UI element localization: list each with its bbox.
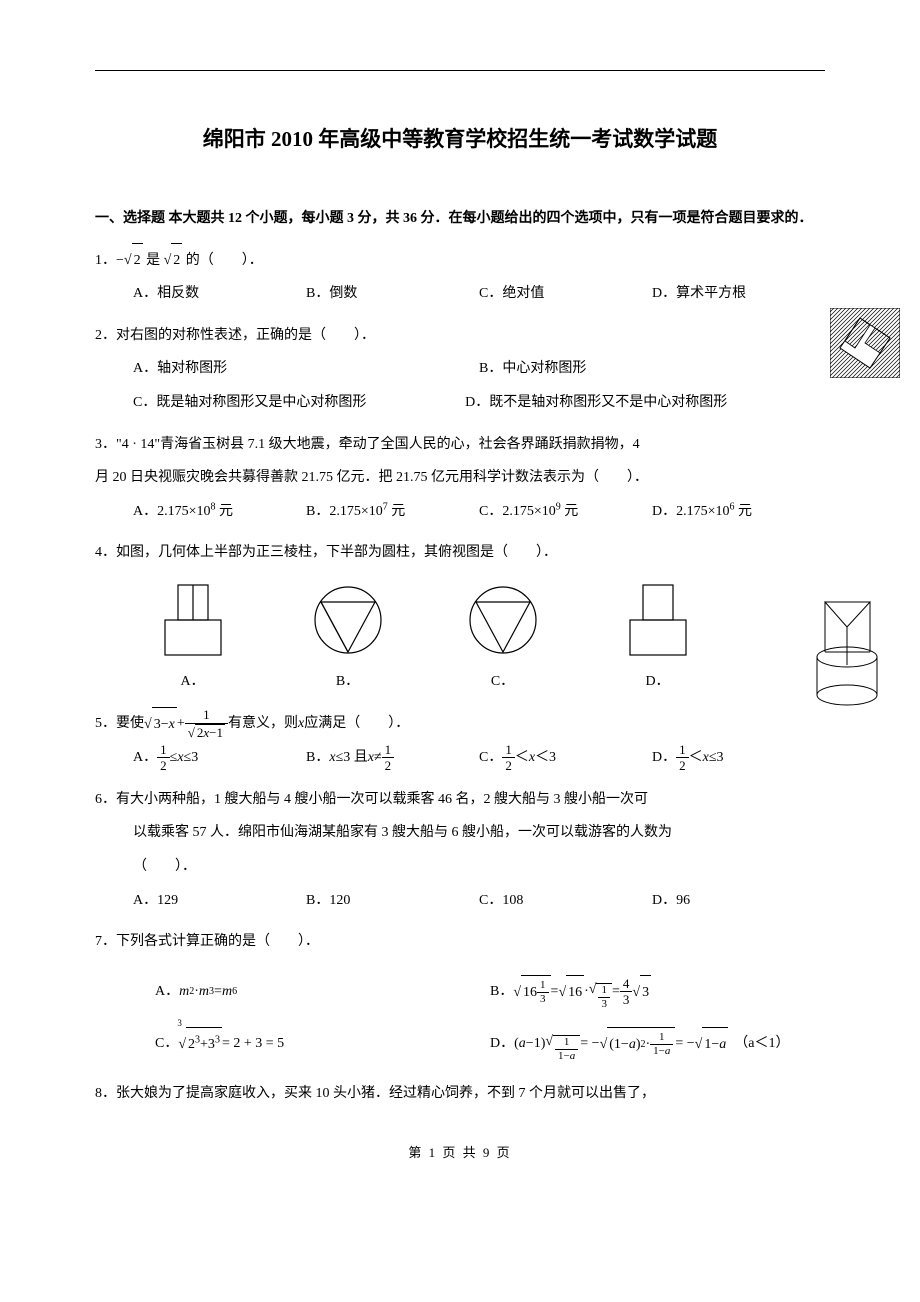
q6-optB: B．120 [306,884,479,918]
q5-optA: A． 12 ≤x≤3 [133,741,306,775]
q7-optB-label: B． [490,975,513,1009]
q4-figures: A． B． C． D． [115,580,735,699]
q4-labelC: C． [463,665,543,699]
q4-labelA: A． [153,665,233,699]
q5-optB: B． x≤3 且 x≠ 12 [306,741,479,775]
q6-line2: 以载乘客 57 人．绵阳市仙海湖某船家有 3 艘大船与 6 艘小船，一次可以载游… [95,816,825,850]
q5-optD-label: D． [652,741,676,775]
q1-optB: B．倒数 [306,277,479,311]
q7-optA-label: A． [155,975,179,1009]
q4-figD: D． [618,580,698,699]
q4-figA: A． [153,580,233,699]
q7-optA: A． m2 · m3 = m6 [155,973,490,1011]
q7-row1: A． m2 · m3 = m6 B． 1613 = 16 · 13 = 43 3 [95,973,825,1011]
q1-mid: 是 [143,253,164,268]
question-3: 3．"4 · 14"青海省玉树县 7.1 级大地震，牵动了全国人民的心，社会各界… [95,428,825,529]
q2-optB: B．中心对称图形 [479,352,825,386]
q1-text: 1．−2 是 2 的（ ）． [95,253,263,268]
q3-optA: A．2.175×108 元 [133,495,306,529]
q5-optA-label: A． [133,741,157,775]
q6-optC: C．108 [479,884,652,918]
q6-optA: A．129 [133,884,306,918]
q5-optC-label: C． [479,741,502,775]
q7-optB: B． 1613 = 16 · 13 = 43 3 [490,973,825,1011]
q2-figure [830,308,900,378]
q3-optC-suf: 元 [561,504,579,519]
q3-optC: C．2.175×109 元 [479,495,652,529]
q6-optD: D．96 [652,884,825,918]
q3-optC-pre: C．2.175×10 [479,504,556,519]
q3-optB-suf: 元 [388,504,406,519]
q7-row2: C． 323+33 = 2 + 3 = 5 D． (a−1) 11−a = − … [95,1025,825,1063]
q5-optD: D． 12 ＜x≤3 [652,741,825,775]
question-4: 4．如图，几何体上半部为正三棱柱，下半部为圆柱，其俯视图是（ ）． A． B． [95,536,825,698]
q1-suffix: 的（ ）． [182,253,263,268]
question-5: 5．要使 3−x + 1 2x−1 有意义，则 x 应满足（ ）． A． 12 … [95,707,825,775]
q2-optC: C．既是轴对称图形又是中心对称图形 [133,386,465,420]
q4-figB: B． [308,580,388,699]
section-header: 一、选择题 本大题共 12 个小题，每小题 3 分，共 36 分．在每小题给出的… [95,204,825,235]
q3-optD: D．2.175×106 元 [652,495,825,529]
q5-mid: 有意义，则 [228,707,298,741]
q3-optD-pre: D．2.175×10 [652,504,730,519]
q3-optB-pre: B．2.175×10 [306,504,383,519]
question-7: 7．下列各式计算正确的是（ ）． A． m2 · m3 = m6 B． 1613… [95,925,825,1063]
q5-suffix: 应满足（ ）． [304,707,409,741]
q4-labelD: D． [618,665,698,699]
q6-line1: 6．有大小两种船，1 艘大船与 4 艘小船一次可以载乘客 46 名，2 艘大船与… [95,783,825,817]
q3-line2: 月 20 日央视赈灾晚会共募得善款 21.75 亿元．把 21.75 亿元用科学… [95,461,825,495]
q7-text: 7．下列各式计算正确的是（ ）． [95,925,825,959]
q7-optC-label: C． [155,1027,178,1061]
q7-optD-suffix: （a＜1） [734,1027,789,1061]
q3-optB: B．2.175×107 元 [306,495,479,529]
page-footer: 第 1 页 共 9 页 [95,1141,825,1164]
q8-text: 8．张大娘为了提高家庭收入，买来 10 头小猪．经过精心饲养，不到 7 个月就可… [95,1077,825,1111]
q3-optA-pre: A．2.175×10 [133,504,211,519]
q4-text: 4．如图，几何体上半部为正三棱柱，下半部为圆柱，其俯视图是（ ）． [95,536,825,570]
question-1: 1．−2 是 2 的（ ）． A．相反数 B．倒数 C．绝对值 D．算术平方根 [95,243,825,311]
q1-sqrt1: 2 [132,243,143,278]
q3-line1: 3．"4 · 14"青海省玉树县 7.1 级大地震，牵动了全国人民的心，社会各界… [95,428,825,462]
q1-prefix: 1．− [95,253,124,268]
page-title: 绵阳市 2010 年高级中等教育学校招生统一考试数学试题 [95,121,825,159]
question-6: 6．有大小两种船，1 艘大船与 4 艘小船一次可以载乘客 46 名，2 艘大船与… [95,783,825,917]
q6-options: A．129 B．120 C．108 D．96 [95,884,825,918]
q7-optD-label: D． [490,1027,514,1061]
q1-options: A．相反数 B．倒数 C．绝对值 D．算术平方根 [95,277,825,311]
q2-options-row2: C．既是轴对称图形又是中心对称图形 D．既不是轴对称图形又不是中心对称图形 [95,386,825,420]
q2-optD: D．既不是轴对称图形又不是中心对称图形 [465,386,727,420]
q1-sqrt2: 2 [171,243,182,278]
q4-3d-figure [805,597,890,707]
question-2: 2．对右图的对称性表述，正确的是（ ）． A．轴对称图形 B．中心对称图形 C．… [95,319,825,420]
q7-optD: D． (a−1) 11−a = − (1−a)2 · 11−a = − 1−a … [490,1025,825,1063]
q6-line3: （ ）． [95,850,825,884]
q5-prefix: 5．要使 [95,707,144,741]
q1-optC: C．绝对值 [479,277,652,311]
question-8: 8．张大娘为了提高家庭收入，买来 10 头小猪．经过精心饲养，不到 7 个月就可… [95,1077,825,1111]
q3-optD-suf: 元 [735,504,753,519]
q5-options: A． 12 ≤x≤3 B． x≤3 且 x≠ 12 C． 12 ＜x＜3 D． … [95,741,825,775]
q2-optA: A．轴对称图形 [133,352,479,386]
q5-text: 5．要使 3−x + 1 2x−1 有意义，则 x 应满足（ ）． [95,707,825,742]
q3-options: A．2.175×108 元 B．2.175×107 元 C．2.175×109 … [95,495,825,529]
q1-optA: A．相反数 [133,277,306,311]
q5-optC: C． 12 ＜x＜3 [479,741,652,775]
q7-optC: C． 323+33 = 2 + 3 = 5 [155,1025,490,1063]
q2-text: 2．对右图的对称性表述，正确的是（ ）． [95,319,825,353]
q5-optB-label: B． [306,741,329,775]
q4-labelB: B． [308,665,388,699]
q3-optA-suf: 元 [216,504,234,519]
top-rule [95,70,825,71]
q4-figC: C． [463,580,543,699]
q1-optD: D．算术平方根 [652,277,825,311]
q2-options-row1: A．轴对称图形 B．中心对称图形 [95,352,825,386]
